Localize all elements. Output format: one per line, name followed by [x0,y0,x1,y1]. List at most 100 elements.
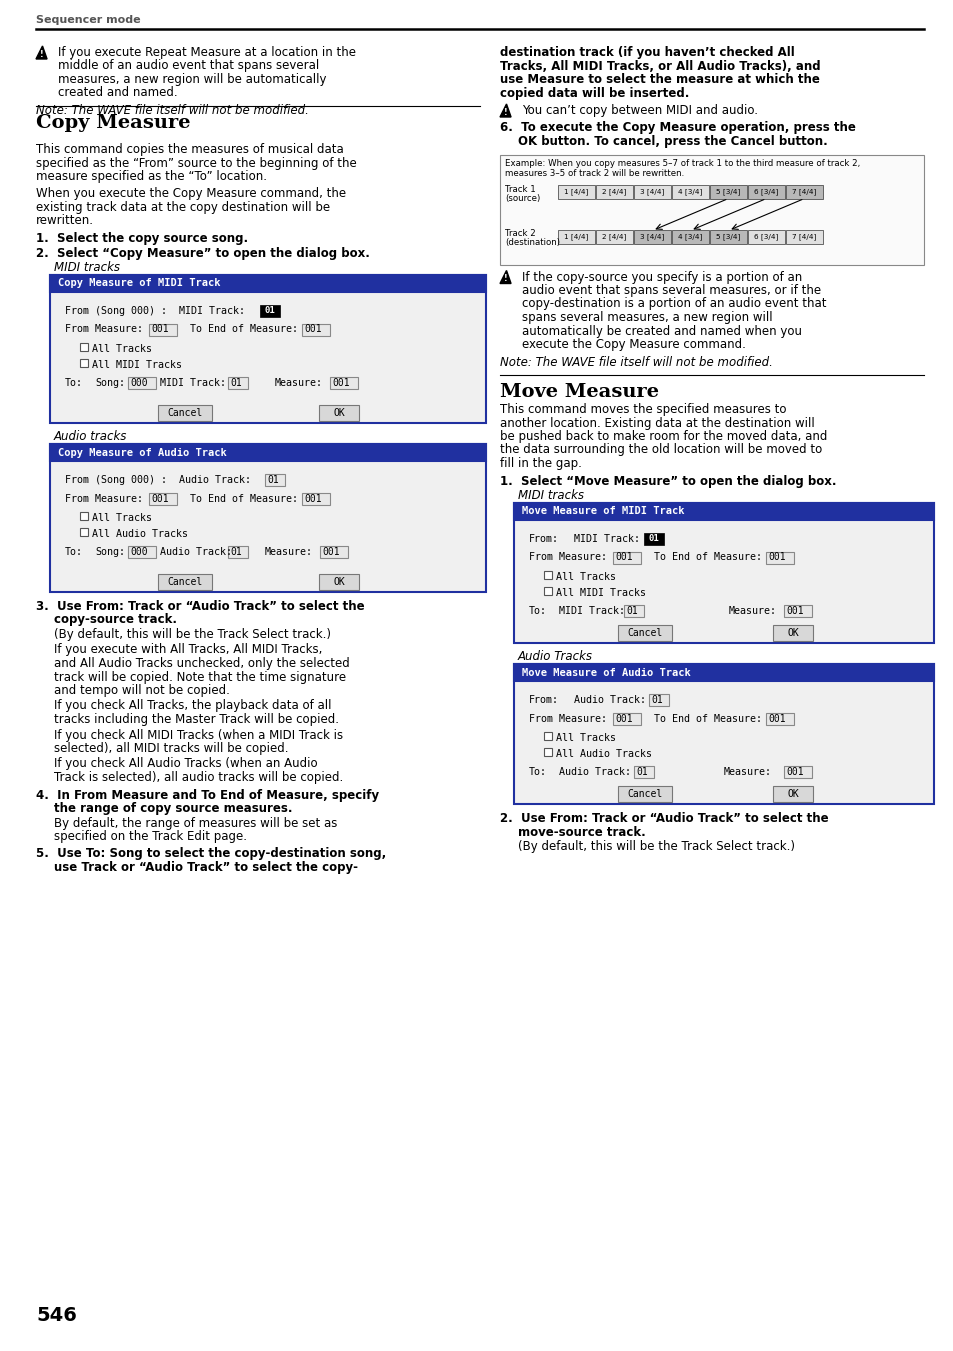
Text: Cancel: Cancel [167,408,202,417]
Text: spans several measures, a new region will: spans several measures, a new region wil… [521,311,772,324]
Text: Measure:: Measure: [723,767,771,777]
Text: 3 [4/4]: 3 [4/4] [639,188,664,195]
Bar [50,274,485,292]
Text: 001: 001 [767,553,785,562]
Text: You can’t copy between MIDI and audio.: You can’t copy between MIDI and audio. [521,104,758,118]
Text: All Tracks: All Tracks [556,734,616,743]
Text: Sequencer mode: Sequencer mode [36,15,140,26]
Text: 7 [4/4]: 7 [4/4] [792,234,816,240]
Text: All Audio Tracks: All Audio Tracks [91,530,188,539]
Text: 001: 001 [615,553,632,562]
Text: Audio Tracks: Audio Tracks [517,650,593,663]
Bar [765,713,793,725]
Text: If the copy-source you specify is a portion of an: If the copy-source you specify is a port… [521,270,801,284]
Bar [514,663,933,804]
Text: 01: 01 [230,547,241,557]
Text: From:: From: [529,534,558,543]
Text: All Tracks: All Tracks [556,571,616,581]
Text: To:: To: [65,377,83,388]
Text: When you execute the Copy Measure command, the: When you execute the Copy Measure comman… [36,188,346,200]
Text: All Tracks: All Tracks [91,343,152,354]
Text: 001: 001 [615,713,632,724]
Text: MIDI Track:: MIDI Track: [558,605,624,616]
Bar [613,713,640,725]
FancyBboxPatch shape [158,574,212,590]
Text: 1 [4/4]: 1 [4/4] [564,188,588,195]
Text: Move Measure of Audio Track: Move Measure of Audio Track [521,667,690,677]
Text: fill in the gap.: fill in the gap. [499,457,581,470]
Bar [543,586,552,594]
Bar [623,604,643,616]
Text: OK: OK [334,408,345,417]
Text: execute the Copy Measure command.: execute the Copy Measure command. [521,338,745,351]
Text: automatically be created and named when you: automatically be created and named when … [521,324,801,338]
Bar [260,304,280,316]
Text: 001: 001 [767,713,785,724]
Text: 1.  Select “Move Measure” to open the dialog box.: 1. Select “Move Measure” to open the dia… [499,474,836,488]
Text: OK button. To cancel, press the Cancel button.: OK button. To cancel, press the Cancel b… [517,135,827,149]
Bar [783,766,811,778]
Text: (source): (source) [504,193,539,203]
Bar [80,358,88,366]
Text: 001: 001 [332,377,349,388]
Text: 01: 01 [230,377,241,388]
Bar [747,230,784,243]
Bar [228,546,248,558]
Text: tracks including the Master Track will be copied.: tracks including the Master Track will b… [54,713,338,725]
Text: All MIDI Tracks: All MIDI Tracks [91,359,182,370]
Bar [634,766,654,778]
Text: 4 [3/4]: 4 [3/4] [678,234,702,240]
Bar [330,377,357,389]
Text: To:: To: [529,605,546,616]
FancyBboxPatch shape [158,404,212,420]
Text: 6 [3/4]: 6 [3/4] [754,234,778,240]
Text: To End of Measure:: To End of Measure: [190,494,297,504]
Text: 001: 001 [785,605,802,616]
Bar [50,444,485,461]
Text: Song:: Song: [95,377,125,388]
Text: All MIDI Tracks: All MIDI Tracks [556,588,645,597]
Bar [302,493,330,505]
Text: 001: 001 [322,547,339,557]
Text: Audio Track:: Audio Track: [574,694,645,705]
Text: 001: 001 [304,494,321,504]
Bar [558,185,595,199]
Text: If you check All Tracks, the playback data of all: If you check All Tracks, the playback da… [54,700,331,712]
Text: copied data will be inserted.: copied data will be inserted. [499,86,689,100]
Text: 6 [3/4]: 6 [3/4] [754,188,778,195]
Text: existing track data at the copy destination will be: existing track data at the copy destinat… [36,201,330,213]
Text: the data surrounding the old location will be moved to: the data surrounding the old location wi… [499,443,821,457]
Text: use Track or “Audio Track” to select the copy-: use Track or “Audio Track” to select the… [54,861,357,874]
Text: measures, a new region will be automatically: measures, a new region will be automatic… [58,73,326,86]
Text: 5 [3/4]: 5 [3/4] [716,234,740,240]
Text: 001: 001 [785,767,802,777]
Bar [265,474,285,486]
Text: 6.  To execute the Copy Measure operation, press the: 6. To execute the Copy Measure operation… [499,122,855,135]
Text: From Measure:: From Measure: [65,494,143,504]
Text: OK: OK [786,627,799,638]
Text: copy-destination is a portion of an audio event that: copy-destination is a portion of an audi… [521,297,825,311]
Text: Note: The WAVE file itself will not be modified.: Note: The WAVE file itself will not be m… [499,355,772,369]
Bar [543,748,552,757]
Text: From:: From: [529,694,558,705]
Bar [80,343,88,350]
Text: If you execute Repeat Measure at a location in the: If you execute Repeat Measure at a locat… [58,46,355,59]
Bar [499,154,923,265]
Bar [596,230,633,243]
Text: audio event that spans several measures, or if the: audio event that spans several measures,… [521,284,821,297]
Text: From (Song 000) :  MIDI Track:: From (Song 000) : MIDI Track: [65,305,245,316]
Text: Copy Measure of MIDI Track: Copy Measure of MIDI Track [58,278,220,288]
Bar [50,444,485,592]
Text: MIDI Track:: MIDI Track: [574,534,639,543]
Text: measure specified as the “To” location.: measure specified as the “To” location. [36,170,267,182]
Text: 2 [4/4]: 2 [4/4] [601,188,626,195]
FancyBboxPatch shape [319,574,359,590]
Text: be pushed back to make room for the moved data, and: be pushed back to make room for the move… [499,430,826,443]
Text: 001: 001 [151,324,169,335]
Text: 7 [4/4]: 7 [4/4] [792,188,816,195]
Bar [228,377,248,389]
Text: 2 [4/4]: 2 [4/4] [601,234,626,240]
Text: Move Measure: Move Measure [499,382,659,401]
Text: From (Song 000) :  Audio Track:: From (Song 000) : Audio Track: [65,476,251,485]
Bar [514,663,933,681]
